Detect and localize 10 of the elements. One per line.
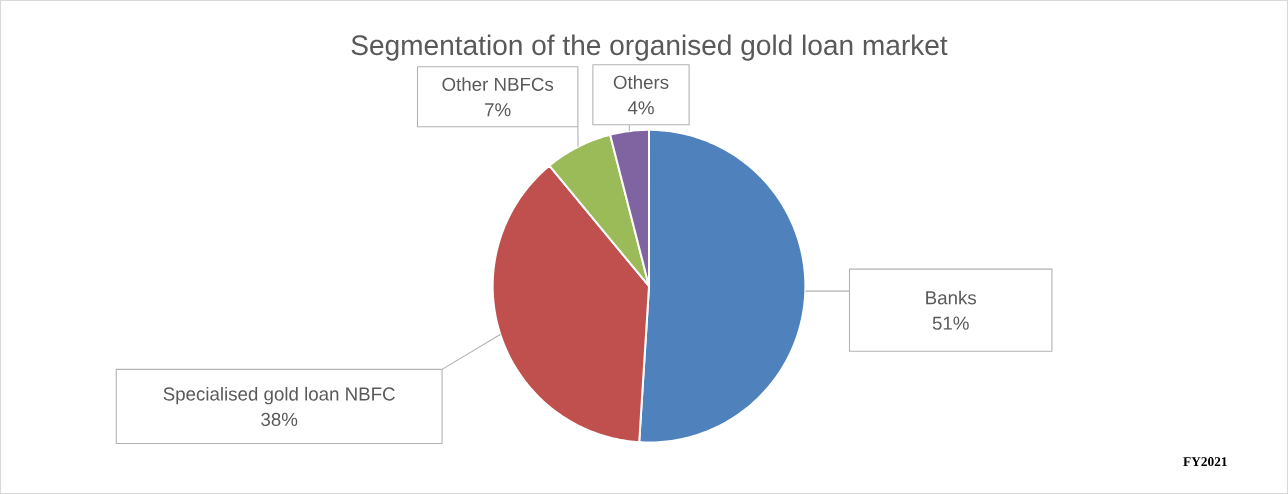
- slice-label: Others: [613, 75, 669, 89]
- chart-title: Segmentation of the organised gold loan market: [351, 34, 948, 61]
- data-label: 38%: [261, 412, 298, 426]
- data-label: 51%: [932, 316, 969, 330]
- slice-label: Banks: [926, 290, 977, 305]
- slice-label: Specialised gold loan NBFC: [163, 386, 395, 405]
- data-label: 4%: [627, 101, 654, 115]
- text: FY2021: [1183, 456, 1227, 466]
- data-label: 7%: [485, 103, 511, 117]
- slice-label: Other NBFCs: [442, 77, 554, 91]
